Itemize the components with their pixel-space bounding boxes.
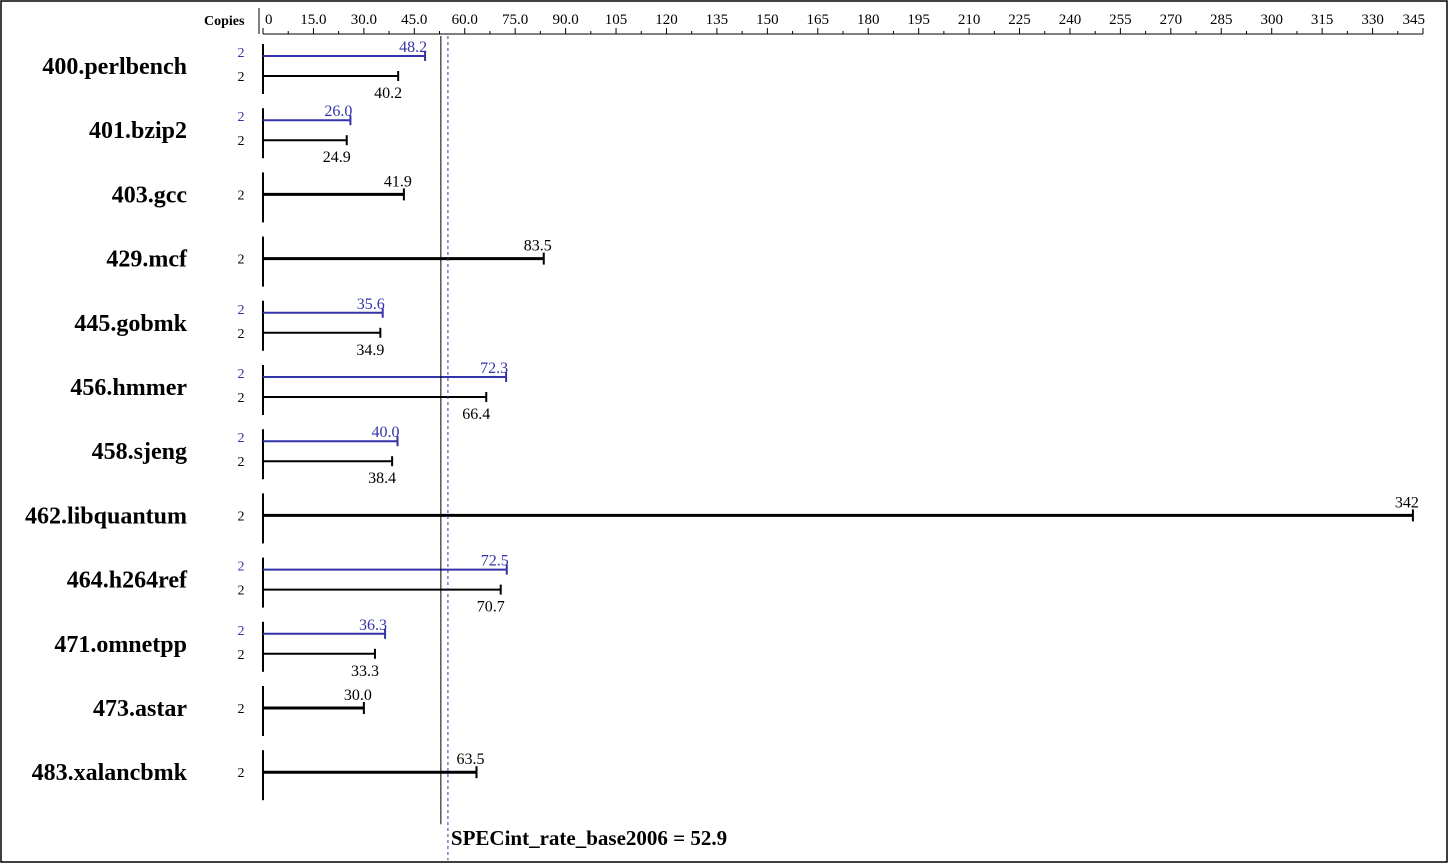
axis-tick-label: 150 [756,12,779,28]
axis-tick-label: 195 [907,12,930,28]
benchmark-label: 471.omnetpp [54,632,187,658]
benchmark-label: 462.libquantum [25,503,187,529]
base-copies-label: 2 [238,648,245,663]
axis-tick-label: 285 [1210,12,1233,28]
base-value-label: 342 [1395,494,1419,511]
base-summary-label: SPECint_rate_base2006 = 52.9 [451,826,727,850]
peak-value-label: 36.3 [359,617,387,634]
base-copies-label: 2 [238,253,245,268]
base-copies-label: 2 [238,584,245,599]
axis-tick-label: 135 [706,12,729,28]
axis-tick-label: 270 [1160,12,1183,28]
base-value-label: 66.4 [462,406,490,423]
base-value-label: 33.3 [351,663,379,680]
peak-value-label: 72.5 [481,553,509,570]
peak-copies-label: 2 [238,560,245,575]
axis-tick-label: 0 [265,12,273,28]
axis-tick-label: 15.0 [300,12,326,28]
base-copies-label: 2 [238,509,245,524]
axis-tick-label: 255 [1109,12,1132,28]
base-value-label: 83.5 [524,238,552,255]
base-copies-label: 2 [238,455,245,470]
axis-tick-label: 105 [605,12,628,28]
peak-copies-label: 2 [238,431,245,446]
axis-tick-label: 345 [1403,12,1426,28]
axis-tick-label: 315 [1311,12,1334,28]
peak-value-label: 35.6 [357,296,385,313]
base-value-label: 63.5 [457,751,485,768]
base-copies-label: 2 [238,70,245,85]
peak-value-label: 48.2 [399,39,427,56]
axis-tick-label: 210 [958,12,981,28]
benchmark-label: 483.xalancbmk [32,760,188,786]
benchmark-label: 473.astar [93,696,187,722]
base-copies-label: 2 [238,327,245,342]
base-copies-label: 2 [238,702,245,717]
axis-tick-label: 60.0 [452,12,478,28]
axis-tick-label: 180 [857,12,880,28]
axis-tick-label: 30.0 [351,12,377,28]
base-value-label: 30.0 [344,687,372,704]
benchmark-label: 445.gobmk [74,311,187,337]
peak-copies-label: 2 [238,624,245,639]
peak-value-label: 40.0 [371,424,399,441]
benchmark-label: 456.hmmer [70,375,187,401]
base-copies-label: 2 [238,134,245,149]
base-value-label: 70.7 [477,599,505,616]
benchmark-label: 458.sjeng [92,439,187,465]
benchmark-label: 403.gcc [112,182,188,208]
benchmark-label: 429.mcf [106,247,188,273]
base-value-label: 40.2 [374,85,402,102]
peak-copies-label: 2 [238,303,245,318]
copies-header: Copies [204,14,245,29]
peak-value-label: 26.0 [324,103,352,120]
benchmark-label: 464.h264ref [67,568,188,594]
axis-tick-label: 120 [655,12,678,28]
base-copies-label: 2 [238,391,245,406]
base-copies-label: 2 [238,766,245,781]
peak-copies-label: 2 [238,110,245,125]
axis-tick-label: 75.0 [502,12,528,28]
base-copies-label: 2 [238,188,245,203]
axis-tick-label: 165 [807,12,830,28]
base-value-label: 41.9 [384,173,412,190]
benchmark-label: 401.bzip2 [89,118,187,144]
base-value-label: 24.9 [323,149,351,166]
base-value-label: 34.9 [356,342,384,359]
axis-tick-label: 225 [1008,12,1031,28]
axis-tick-label: 45.0 [401,12,427,28]
axis-tick-label: 90.0 [552,12,578,28]
benchmark-label: 400.perlbench [42,54,187,80]
peak-copies-label: 2 [238,46,245,61]
axis-tick-label: 240 [1059,12,1082,28]
peak-copies-label: 2 [238,367,245,382]
axis-tick-label: 330 [1361,12,1384,28]
peak-value-label: 72.3 [480,360,508,377]
axis-tick-label: 300 [1260,12,1283,28]
base-value-label: 38.4 [368,470,396,487]
